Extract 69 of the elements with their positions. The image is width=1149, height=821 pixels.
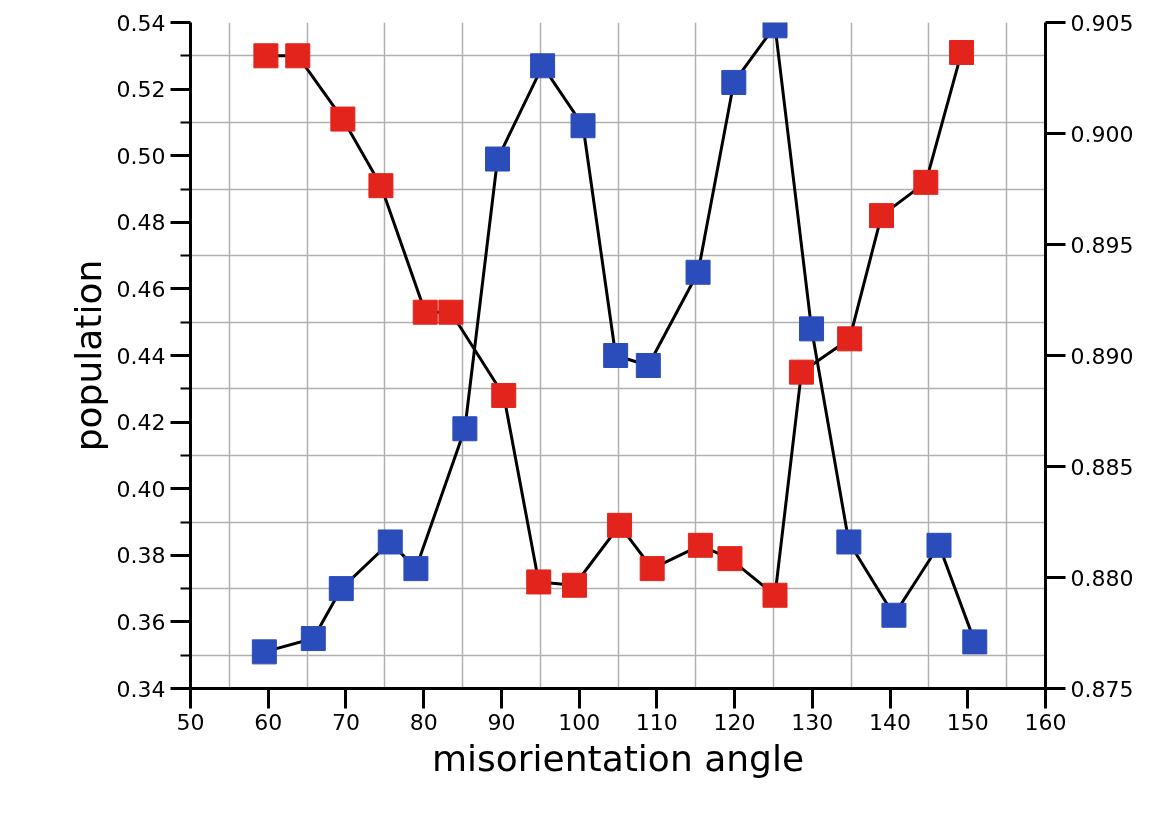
point — [561, 572, 587, 598]
point — [836, 529, 862, 555]
x-tick-label: 70 — [331, 709, 360, 735]
y-tick-label: 0.36 — [116, 609, 166, 635]
y-tick-label: 0.52 — [116, 77, 166, 103]
point — [926, 532, 952, 558]
point — [639, 556, 665, 582]
x-tick-label: 150 — [946, 709, 989, 735]
x-tick-label: 100 — [558, 709, 601, 735]
x-axis-title: misorientation angle — [431, 737, 805, 779]
point — [452, 416, 478, 442]
point — [799, 316, 825, 342]
x-tick-label: 110 — [635, 709, 678, 735]
point — [530, 53, 556, 79]
point — [526, 569, 552, 595]
y-tick-label: 0.34 — [116, 676, 166, 702]
point — [913, 169, 939, 195]
y-tick-label: 0.46 — [116, 276, 166, 302]
point — [330, 106, 356, 132]
point — [368, 173, 394, 199]
point — [717, 546, 743, 572]
point — [285, 43, 311, 69]
y2-tick-label: 0.895 — [1070, 232, 1134, 258]
point — [412, 299, 438, 325]
x-tick-label: 130 — [791, 709, 834, 735]
x-tick-label: 160 — [1024, 709, 1067, 735]
point — [962, 629, 988, 655]
y2-tick-label: 0.880 — [1070, 565, 1134, 591]
point — [607, 512, 633, 538]
point — [721, 69, 747, 95]
point — [949, 39, 975, 65]
x-tick-label: 140 — [869, 709, 912, 735]
x-tick-label: 50 — [176, 709, 205, 735]
point — [788, 359, 814, 385]
point — [328, 576, 354, 602]
y-tick-label: 0.44 — [116, 343, 166, 369]
x-tick-label: 80 — [409, 709, 438, 735]
point — [491, 382, 517, 408]
y-axis-title: population — [67, 259, 109, 452]
point — [603, 343, 629, 368]
point — [869, 203, 894, 229]
point — [253, 43, 279, 69]
point — [403, 556, 429, 582]
y-tick-label: 0.48 — [116, 210, 166, 236]
point — [762, 582, 788, 608]
point — [251, 639, 277, 665]
point — [881, 602, 907, 628]
point — [377, 529, 403, 555]
y-tick-label: 0.42 — [116, 410, 166, 436]
y2-tick-label: 0.890 — [1070, 343, 1134, 369]
y2-tick-label: 0.900 — [1070, 121, 1134, 147]
point — [635, 352, 661, 378]
x-tick-label: 90 — [487, 709, 516, 735]
point — [837, 326, 863, 352]
y-tick-label: 0.54 — [116, 10, 166, 36]
point — [485, 146, 511, 172]
point — [438, 299, 464, 325]
point — [570, 113, 596, 139]
point — [300, 626, 326, 652]
point — [685, 259, 711, 285]
x-tick-label: 60 — [254, 709, 283, 735]
y-tick-label: 0.40 — [116, 476, 166, 502]
y2-tick-label: 0.885 — [1070, 454, 1134, 480]
y2-tick-label: 0.875 — [1070, 676, 1134, 702]
y-tick-label: 0.38 — [116, 543, 166, 569]
point — [687, 532, 713, 558]
y-tick-label: 0.50 — [116, 143, 166, 169]
x-tick-label: 120 — [713, 709, 756, 735]
y2-tick-label: 0.905 — [1070, 10, 1134, 36]
